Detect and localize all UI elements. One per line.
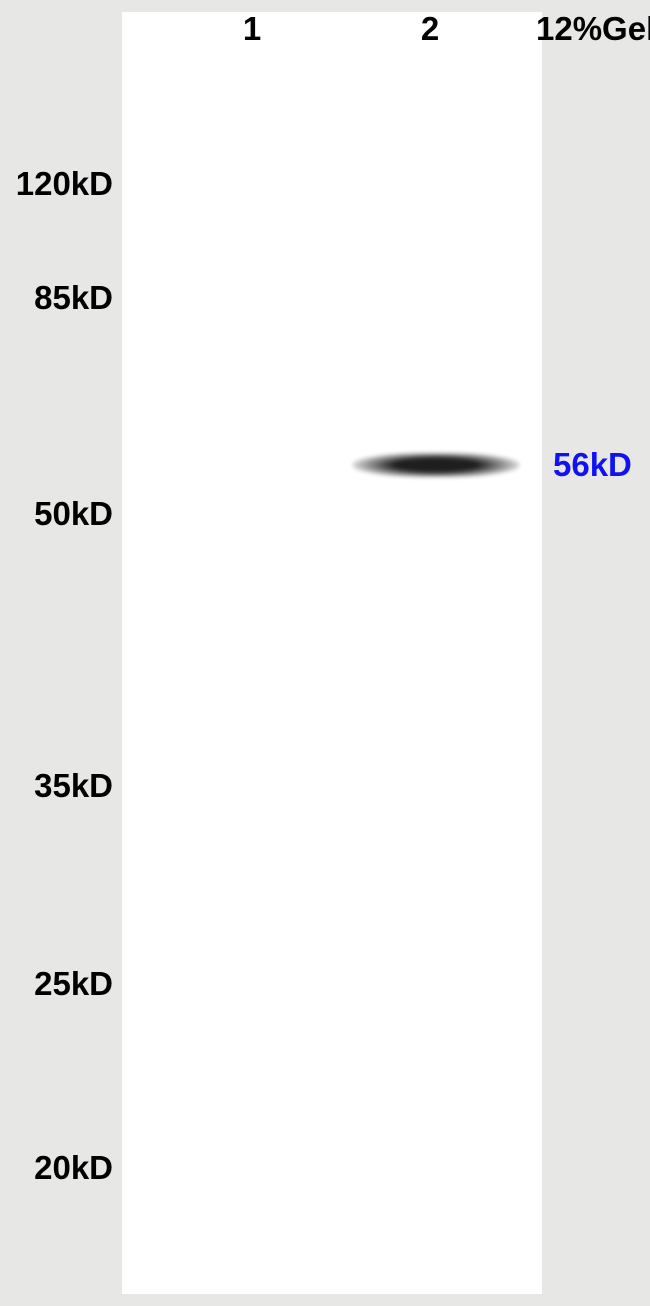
protein-band-lane2 [352, 453, 520, 477]
lane-label-1: 1 [243, 10, 261, 48]
gel-percentage-label: 12%Gel [536, 10, 650, 48]
mw-marker-120kd: 120kD [16, 165, 113, 203]
lane-label-2: 2 [421, 10, 439, 48]
mw-marker-20kd: 20kD [34, 1149, 113, 1187]
mw-marker-25kd: 25kD [34, 965, 113, 1003]
mw-marker-85kd: 85kD [34, 279, 113, 317]
blot-membrane-area [122, 12, 542, 1294]
mw-marker-35kd: 35kD [34, 767, 113, 805]
detected-band-size-label: 56kD [553, 446, 632, 484]
mw-marker-50kd: 50kD [34, 495, 113, 533]
